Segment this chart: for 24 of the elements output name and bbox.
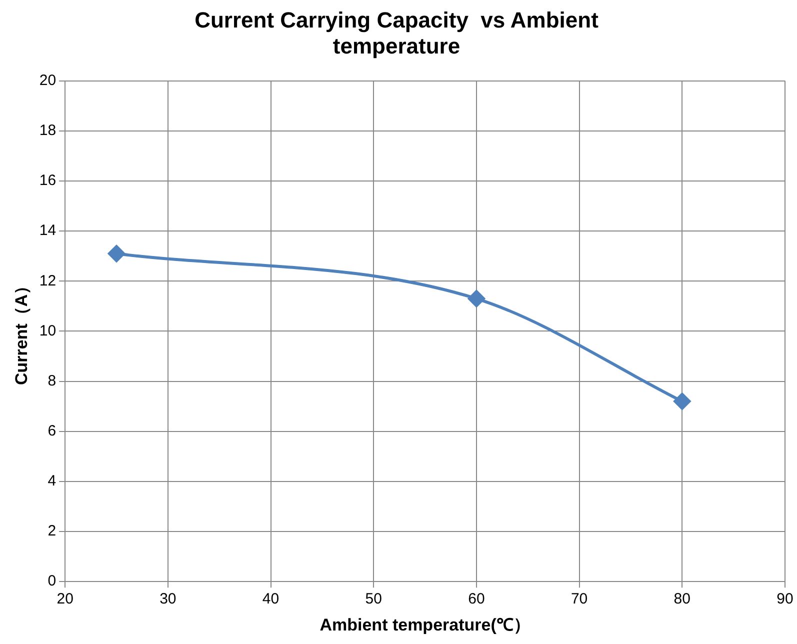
y-tick-label: 14	[39, 222, 56, 240]
y-tick-label: 8	[48, 372, 56, 390]
x-tick-label: 90	[776, 590, 794, 608]
y-tick-label: 12	[39, 272, 56, 290]
y-tick-label: 10	[39, 322, 56, 340]
x-tick-label: 50	[365, 590, 382, 608]
y-tick-label: 20	[39, 72, 56, 89]
point	[674, 392, 691, 410]
point	[108, 245, 126, 262]
x-tick-label: 40	[262, 590, 280, 608]
y-tick-label: 0	[48, 572, 56, 590]
x-tick-label: 70	[570, 590, 588, 608]
y-tick-label: 4	[48, 472, 56, 490]
x-axis-title: Ambient temperature(℃）	[320, 615, 530, 634]
point	[468, 290, 485, 308]
y-axis-title: Current（A）	[12, 277, 31, 386]
chart-title: Current Carrying Capacity vs Ambient temperature	[194, 7, 600, 59]
y-tick-label: 18	[39, 122, 56, 140]
x-tick-label: 80	[674, 590, 690, 608]
x-tick-label: 60	[468, 590, 485, 608]
y-tick-label: 6	[48, 422, 56, 440]
x-tick-label: 30	[160, 590, 176, 608]
y-tick-label: 16	[39, 172, 56, 190]
y-tick-label: 2	[48, 522, 56, 540]
